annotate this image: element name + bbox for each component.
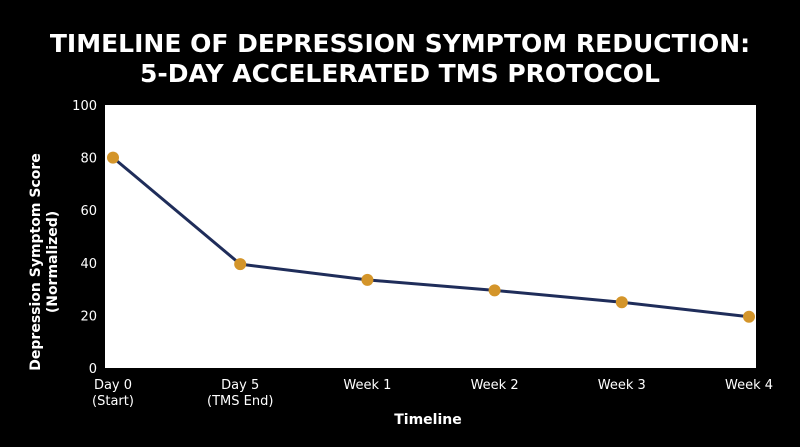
x-tick-label: Week 2: [471, 378, 519, 393]
y-tick-label: 0: [89, 362, 97, 377]
y-tick-label: 100: [72, 99, 97, 114]
x-tick-label-line: Week 4: [725, 378, 773, 393]
x-tick-label-line: Week 3: [598, 378, 646, 393]
x-tick-label: Week 3: [598, 378, 646, 393]
data-point: [743, 310, 755, 323]
chart-title-line-2: 5-DAY ACCELERATED TMS PROTOCOL: [140, 59, 660, 88]
y-axis-label-line-2: (Normalized): [45, 211, 61, 313]
chart-title: TIMELINE OF DEPRESSION SYMPTOM REDUCTION…: [50, 29, 750, 88]
x-axis-label: Timeline: [394, 412, 462, 428]
x-tick-label: Week 1: [343, 378, 391, 393]
x-tick-label-line: (TMS End): [207, 394, 273, 409]
y-axis-ticks: 0 20 40 60 80 100: [72, 99, 97, 377]
x-tick-label-line: Day 5: [221, 378, 259, 393]
x-axis-ticks: Day 0(Start) Day 5(TMS End) Week 1 Week 2 We…: [92, 378, 773, 409]
x-tick-label: Day 5(TMS End): [207, 378, 273, 409]
x-tick-label: Day 0(Start): [92, 378, 134, 409]
data-point: [234, 258, 247, 271]
y-axis-label: Depression Symptom Score (Normalized): [28, 153, 61, 370]
y-tick-label: 40: [80, 257, 97, 272]
x-tick-label-line: Day 0: [94, 378, 132, 393]
x-tick-label-line: Week 1: [343, 378, 391, 393]
y-tick-label: 20: [80, 309, 97, 324]
series-line: [112, 156, 750, 319]
series-symptom-score: [107, 151, 755, 323]
y-tick-label: 60: [80, 204, 97, 219]
data-point: [488, 284, 501, 297]
x-tick-label: Week 4: [725, 378, 773, 393]
y-axis-label-line-1: Depression Symptom Score: [28, 153, 44, 370]
data-point: [615, 296, 628, 309]
plot-area: [105, 105, 756, 368]
data-point: [361, 273, 374, 286]
chart-title-line-1: TIMELINE OF DEPRESSION SYMPTOM REDUCTION…: [50, 29, 750, 58]
x-tick-label-line: (Start): [92, 394, 134, 409]
y-tick-label: 80: [80, 152, 97, 167]
data-point: [107, 151, 119, 164]
x-tick-label-line: Week 2: [471, 378, 519, 393]
